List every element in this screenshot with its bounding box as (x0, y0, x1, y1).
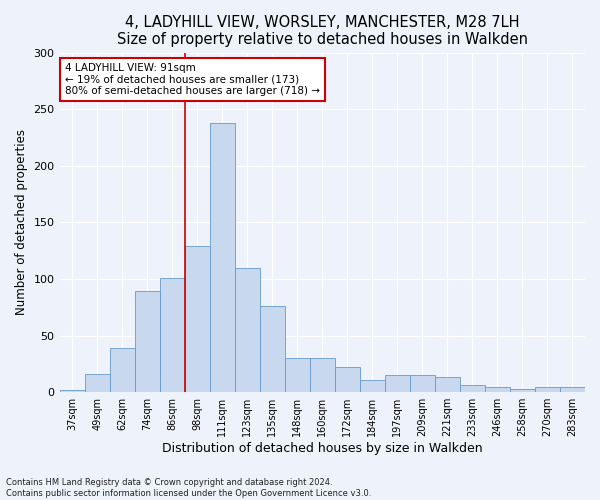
Y-axis label: Number of detached properties: Number of detached properties (15, 130, 28, 316)
Bar (460, 386, 485, 392)
Bar (535, 386, 560, 392)
Bar (59, 390, 85, 392)
Text: Contains HM Land Registry data © Crown copyright and database right 2024.
Contai: Contains HM Land Registry data © Crown c… (6, 478, 371, 498)
Bar (285, 358, 310, 392)
Bar (485, 386, 510, 392)
Bar (560, 386, 585, 392)
Bar (410, 375, 435, 392)
Title: 4, LADYHILL VIEW, WORSLEY, MANCHESTER, M28 7LH
Size of property relative to deta: 4, LADYHILL VIEW, WORSLEY, MANCHESTER, M… (117, 15, 528, 48)
Bar (385, 375, 410, 392)
Bar (510, 389, 535, 392)
Bar (134, 292, 160, 392)
Bar (310, 358, 335, 392)
Bar (209, 123, 235, 392)
Bar (235, 268, 260, 392)
Bar (110, 348, 134, 392)
Bar (260, 306, 285, 392)
Text: 4 LADYHILL VIEW: 91sqm
← 19% of detached houses are smaller (173)
80% of semi-de: 4 LADYHILL VIEW: 91sqm ← 19% of detached… (65, 63, 320, 96)
Bar (360, 380, 385, 392)
Bar (160, 278, 185, 392)
Bar (435, 378, 460, 392)
X-axis label: Distribution of detached houses by size in Walkden: Distribution of detached houses by size … (162, 442, 482, 455)
Bar (335, 368, 360, 392)
Bar (85, 374, 110, 392)
Bar (185, 246, 209, 392)
